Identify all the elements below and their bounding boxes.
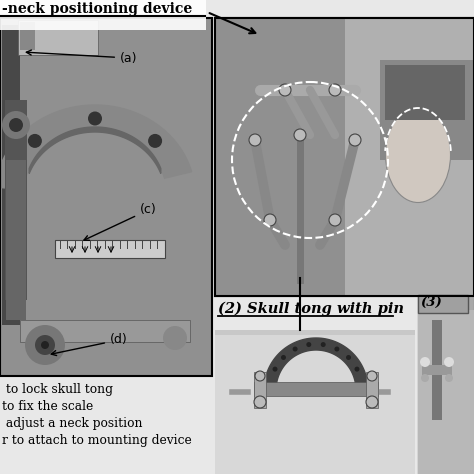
Bar <box>20 22 35 50</box>
Circle shape <box>445 374 453 382</box>
Circle shape <box>41 341 49 349</box>
Bar <box>215 330 415 474</box>
Bar <box>20 320 190 342</box>
Bar <box>0 18 212 376</box>
Bar <box>215 335 415 474</box>
Circle shape <box>28 134 42 148</box>
Bar <box>6 160 26 320</box>
Circle shape <box>346 355 351 360</box>
Circle shape <box>255 371 265 381</box>
Bar <box>18 20 98 55</box>
Circle shape <box>25 325 65 365</box>
Circle shape <box>254 396 266 408</box>
Circle shape <box>329 84 341 96</box>
Bar <box>55 240 165 258</box>
Circle shape <box>2 111 30 139</box>
Text: to fix the scale: to fix the scale <box>2 400 93 413</box>
Circle shape <box>420 357 430 367</box>
Circle shape <box>329 214 341 226</box>
Text: adjust a neck position: adjust a neck position <box>2 417 143 430</box>
Circle shape <box>366 396 378 408</box>
Bar <box>385 65 465 120</box>
Circle shape <box>349 134 361 146</box>
Bar <box>366 372 378 408</box>
Text: to lock skull tong: to lock skull tong <box>2 383 113 396</box>
Circle shape <box>281 355 286 360</box>
Circle shape <box>264 214 276 226</box>
Circle shape <box>367 371 377 381</box>
Circle shape <box>88 111 102 126</box>
Polygon shape <box>264 338 368 390</box>
Circle shape <box>279 84 291 96</box>
Bar <box>5 100 27 300</box>
Text: (a): (a) <box>27 50 137 64</box>
Bar <box>2 25 20 325</box>
Bar <box>422 365 452 375</box>
Bar <box>418 295 474 474</box>
Circle shape <box>421 374 429 382</box>
Text: (c): (c) <box>84 203 157 240</box>
Bar <box>380 60 474 160</box>
Text: (d): (d) <box>51 334 128 356</box>
Bar <box>215 18 345 296</box>
Ellipse shape <box>385 108 450 202</box>
Circle shape <box>294 129 306 141</box>
Text: -neck positioning device: -neck positioning device <box>2 2 192 16</box>
Circle shape <box>444 357 454 367</box>
Bar <box>0 18 212 376</box>
Circle shape <box>321 342 326 347</box>
Text: r to attach to mounting device: r to attach to mounting device <box>2 434 192 447</box>
Bar <box>254 372 266 408</box>
Polygon shape <box>29 127 161 173</box>
Circle shape <box>355 366 359 372</box>
Circle shape <box>292 346 298 352</box>
Bar <box>215 18 474 296</box>
Circle shape <box>9 118 23 132</box>
Circle shape <box>163 326 187 350</box>
Circle shape <box>148 134 162 148</box>
Circle shape <box>334 346 339 352</box>
Circle shape <box>273 366 277 372</box>
Bar <box>418 295 468 313</box>
Text: (3): (3) <box>420 296 442 309</box>
Bar <box>215 18 474 296</box>
Circle shape <box>306 342 311 347</box>
Bar <box>418 310 474 474</box>
Bar <box>432 320 442 420</box>
Bar <box>254 382 378 396</box>
Bar <box>345 18 474 296</box>
Circle shape <box>249 134 261 146</box>
Text: (2) Skull tong with pin: (2) Skull tong with pin <box>218 302 404 316</box>
Circle shape <box>35 335 55 355</box>
Polygon shape <box>0 105 191 189</box>
